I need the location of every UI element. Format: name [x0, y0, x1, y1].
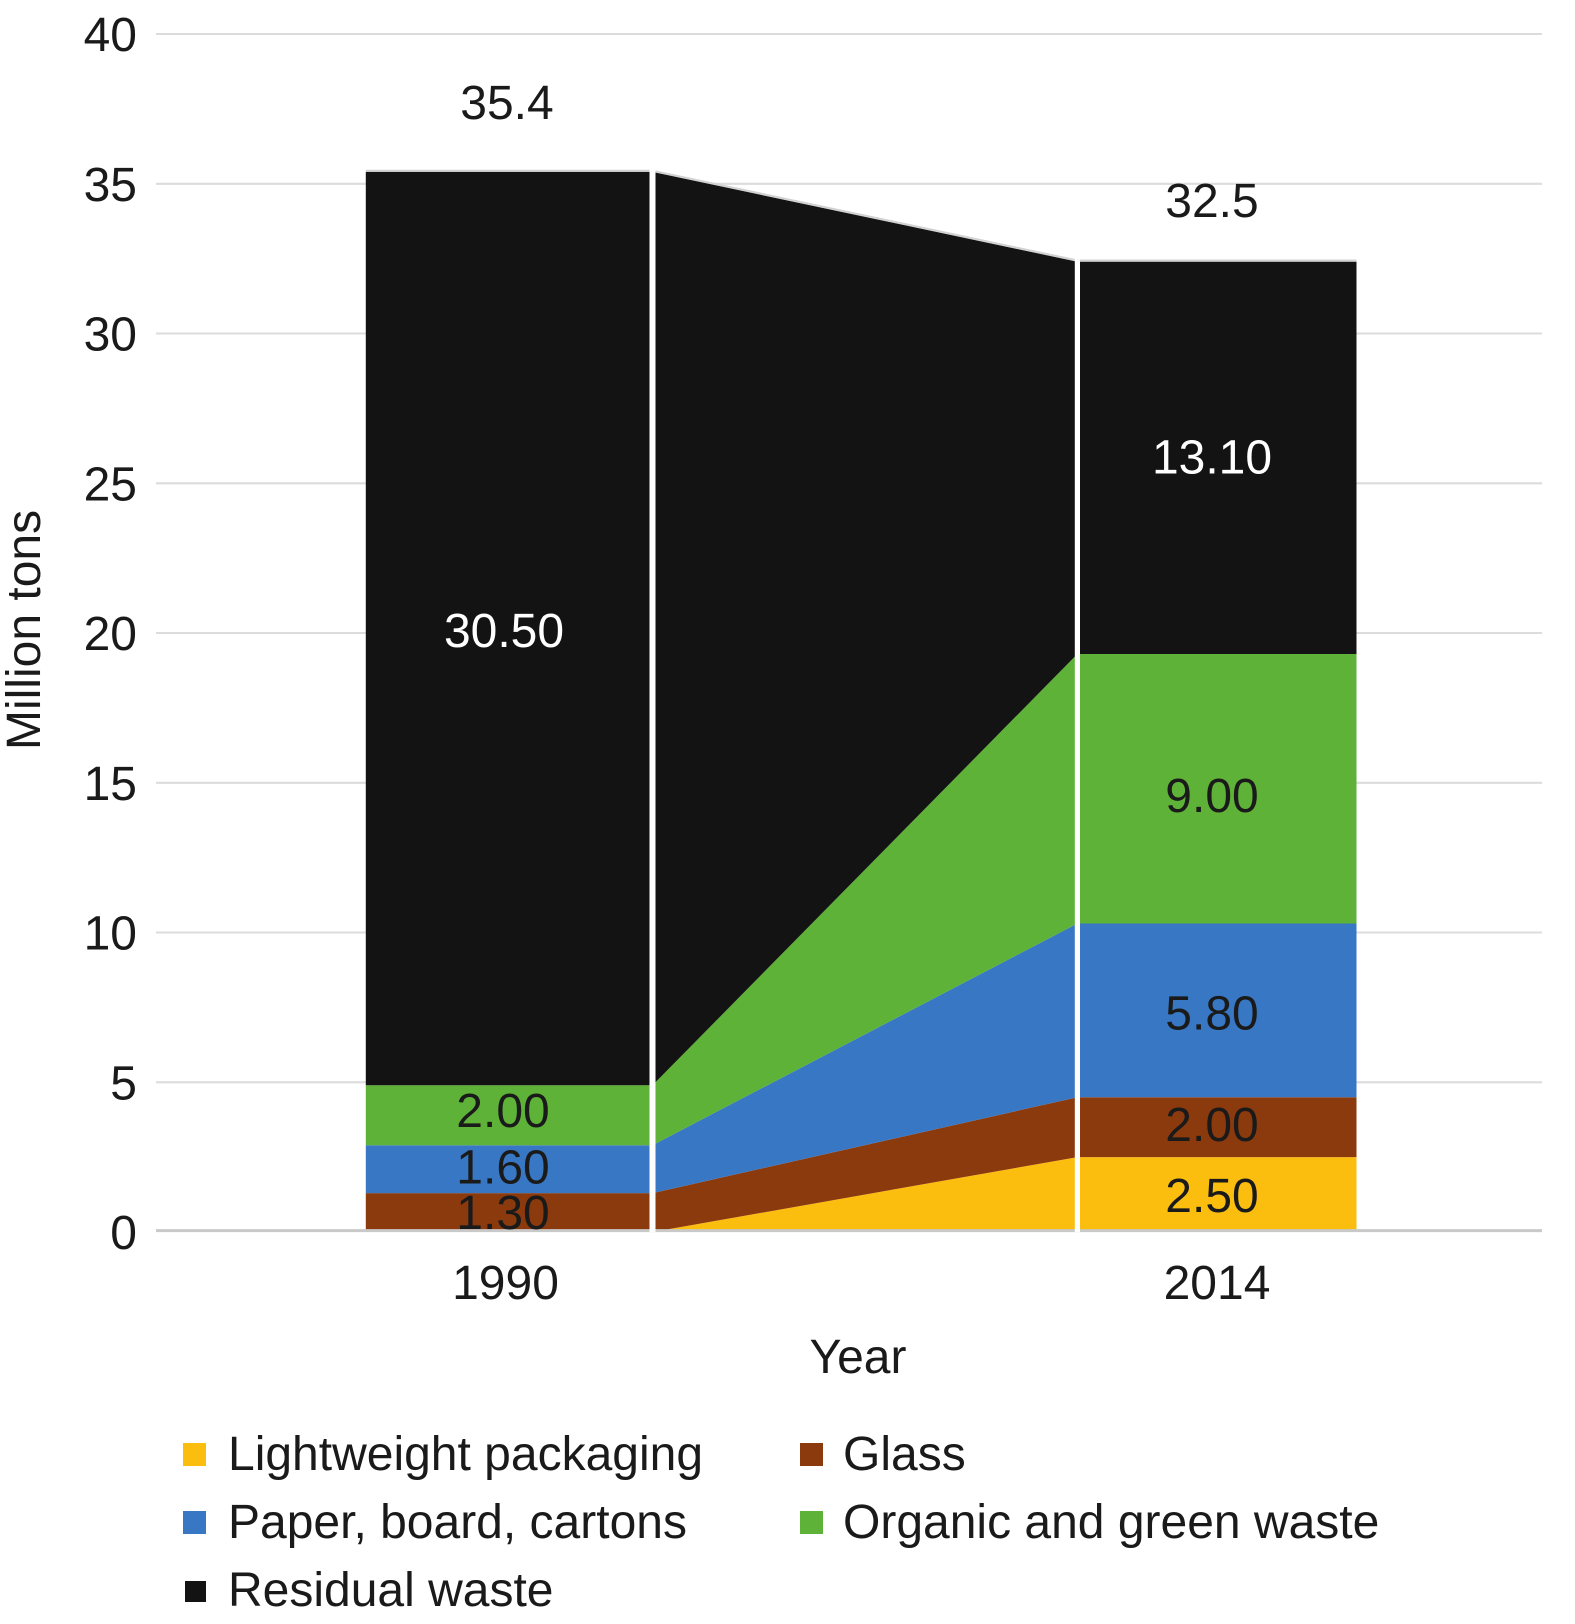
svg-text:5.80: 5.80: [1165, 988, 1258, 1041]
svg-text:9.00: 9.00: [1165, 770, 1258, 823]
svg-text:2.00: 2.00: [456, 1085, 549, 1138]
svg-text:1.30: 1.30: [456, 1187, 549, 1240]
svg-text:13.10: 13.10: [1152, 432, 1272, 485]
svg-text:Year: Year: [810, 1331, 907, 1384]
svg-text:35.4: 35.4: [460, 77, 553, 130]
svg-text:15: 15: [84, 758, 137, 811]
svg-text:10: 10: [84, 908, 137, 961]
svg-text:20: 20: [84, 608, 137, 661]
svg-text:2.00: 2.00: [1165, 1099, 1258, 1152]
svg-text:32.5: 32.5: [1165, 175, 1258, 228]
svg-text:Residual waste: Residual waste: [228, 1564, 554, 1617]
svg-text:Million tons: Million tons: [0, 510, 51, 750]
svg-text:Paper, board, cartons: Paper, board, cartons: [228, 1496, 687, 1549]
svg-text:40: 40: [84, 9, 137, 62]
svg-text:35: 35: [84, 159, 137, 212]
svg-text:2.50: 2.50: [1165, 1170, 1258, 1223]
svg-text:0: 0: [110, 1207, 137, 1260]
svg-text:Glass: Glass: [843, 1428, 966, 1481]
svg-text:5: 5: [110, 1057, 137, 1110]
svg-text:30: 30: [84, 309, 137, 362]
svg-text:2014: 2014: [1164, 1257, 1271, 1310]
svg-text:30.50: 30.50: [444, 605, 564, 658]
svg-text:1.60: 1.60: [456, 1142, 549, 1195]
svg-text:1990: 1990: [452, 1257, 559, 1310]
svg-text:Organic and green waste: Organic and green waste: [843, 1496, 1379, 1549]
svg-text:Lightweight packaging: Lightweight packaging: [228, 1428, 703, 1481]
svg-text:25: 25: [84, 458, 137, 511]
